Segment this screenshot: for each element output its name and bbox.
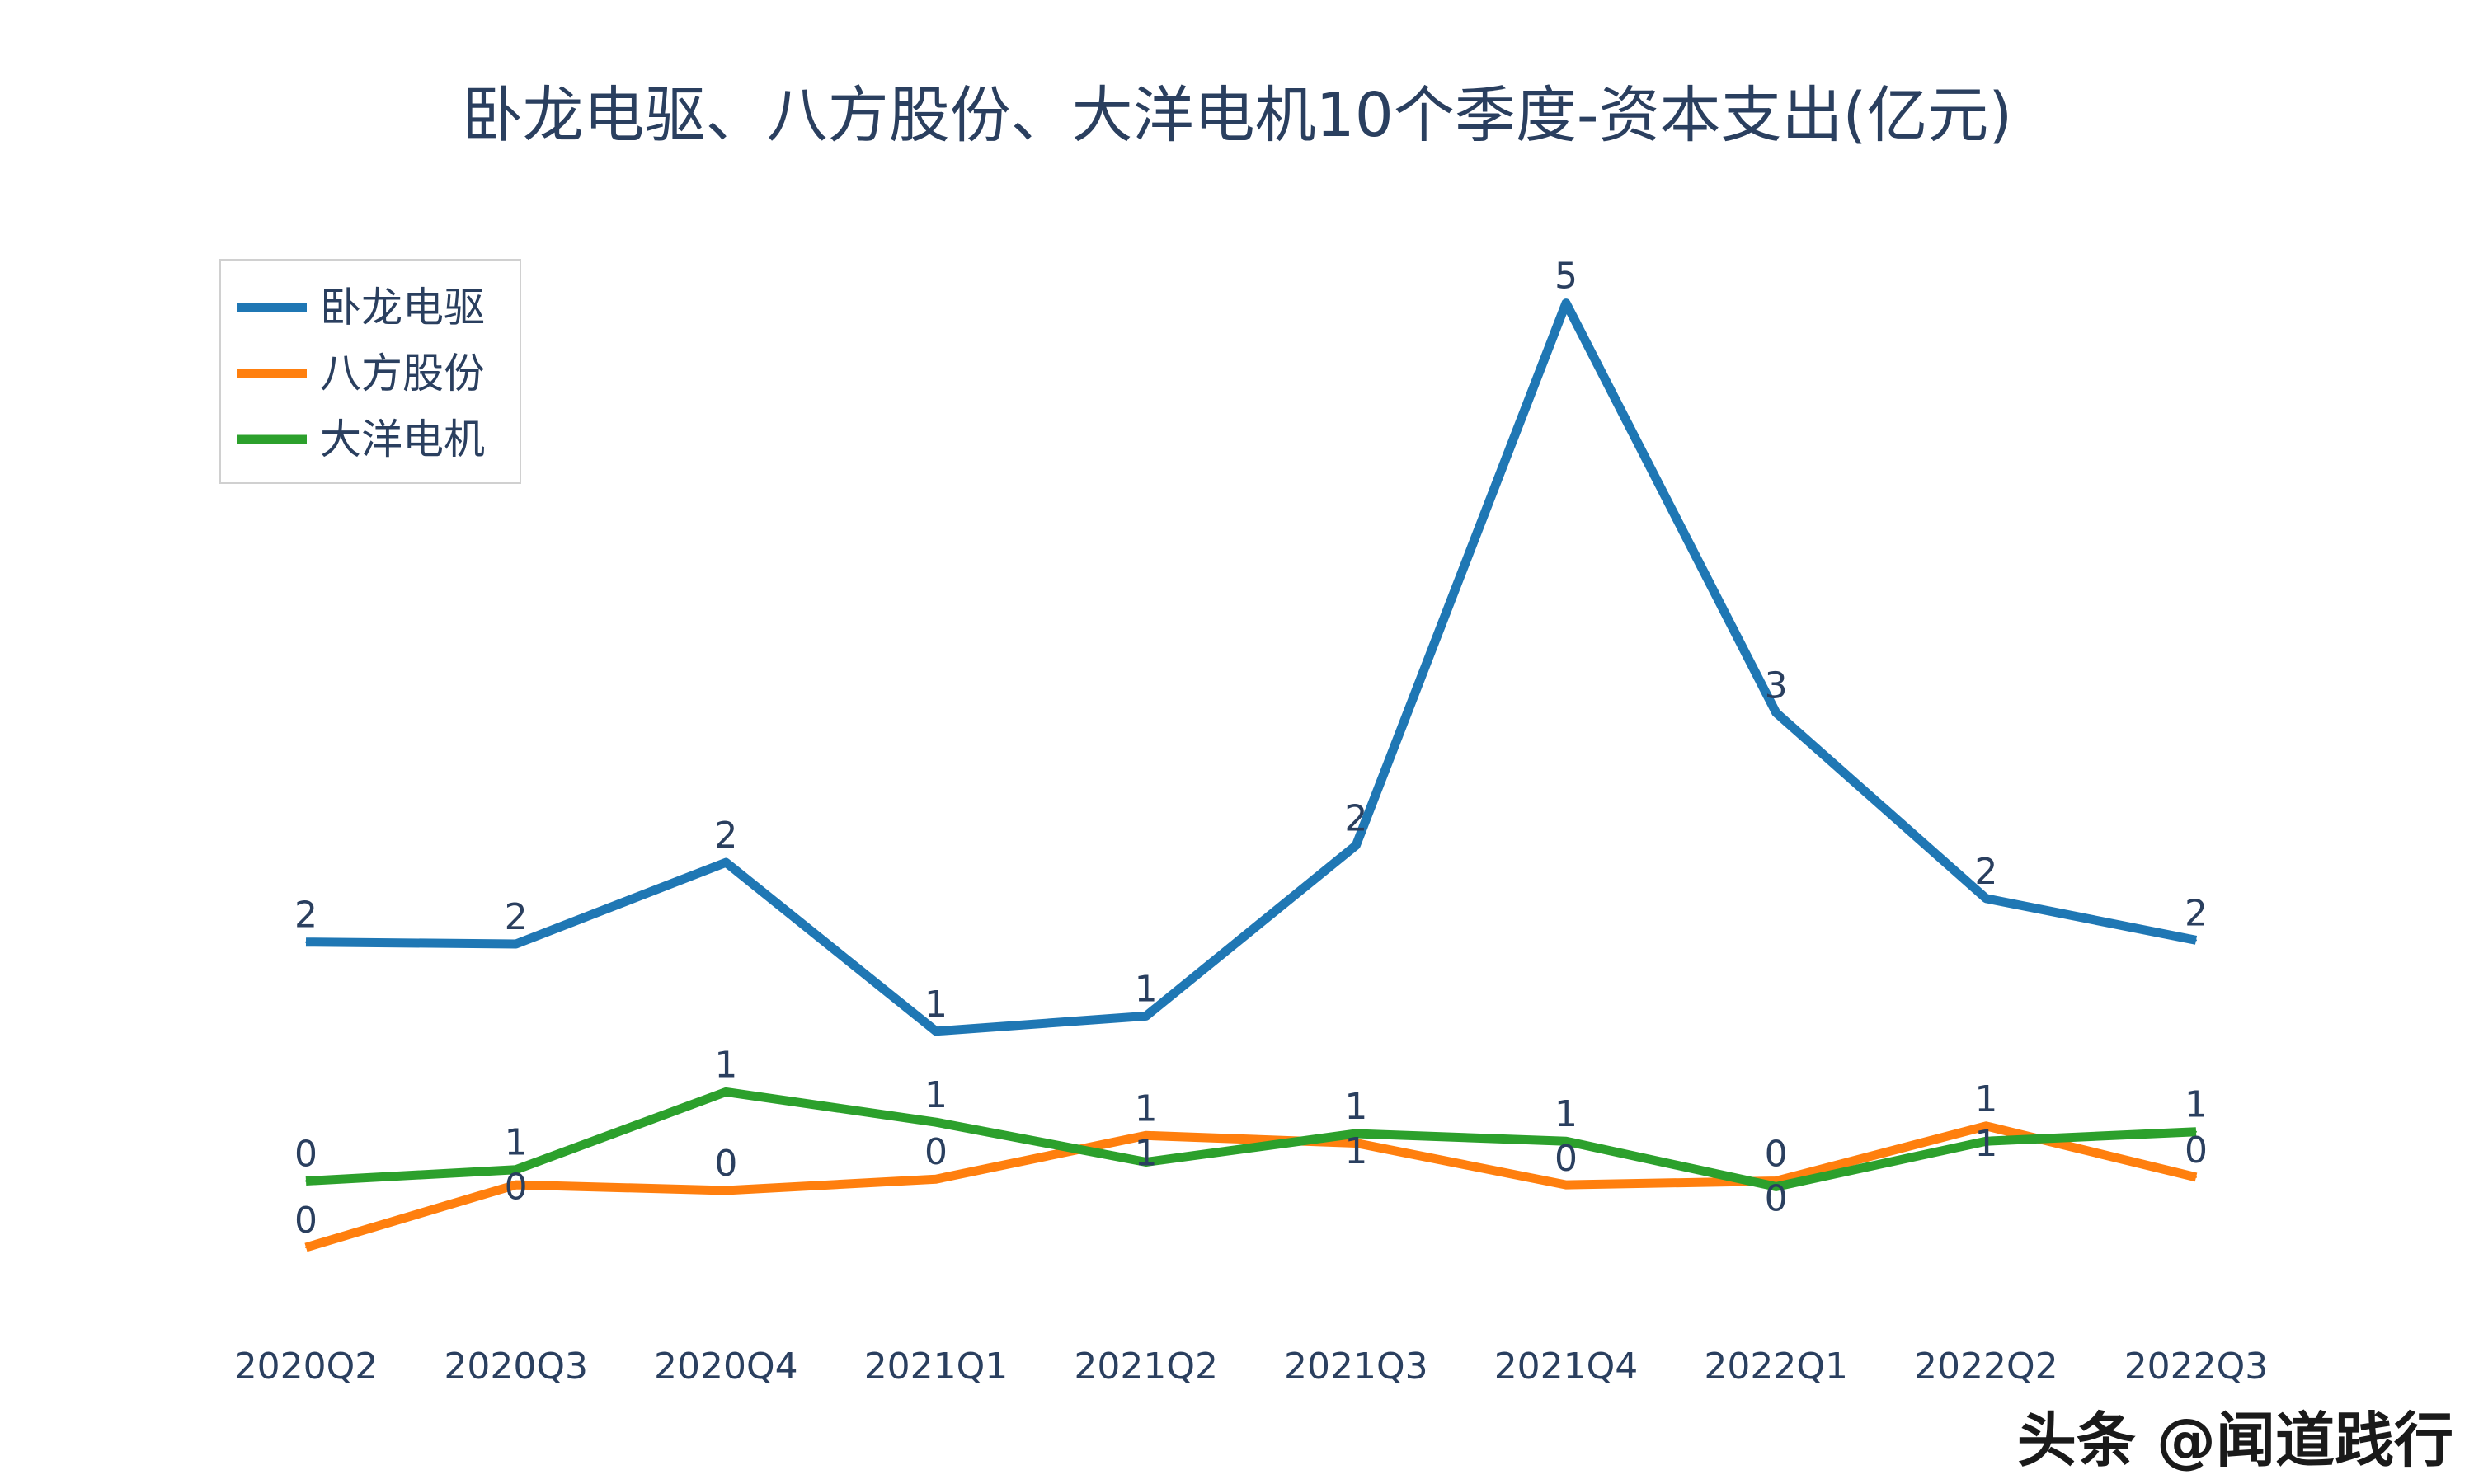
data-point (2195, 1176, 2197, 1178)
x-tick-label: 2021Q3 (1284, 1345, 1428, 1388)
series-line-1 (304, 1121, 2198, 1252)
data-point (1145, 1134, 1147, 1137)
data-label: 1 (924, 984, 948, 1026)
chart-title: 卧龙电驱、八方股份、大洋电机10个季度-资本支出(亿元) (462, 80, 2013, 151)
series-line-2 (305, 1087, 2197, 1191)
data-point (935, 1121, 937, 1124)
data-point (515, 943, 517, 945)
data-label: 2 (294, 895, 317, 937)
x-axis: 2020Q2 2020Q3 2020Q4 2021Q1 2021Q2 2021Q3 2021… (234, 1345, 2269, 1388)
data-label: 1 (1344, 1086, 1367, 1128)
data-label: 1 (1974, 1078, 1997, 1120)
data-label: 1 (1974, 1123, 1997, 1165)
data-point (1145, 1015, 1147, 1017)
plot-area (304, 298, 2198, 1252)
data-point (1985, 897, 1987, 899)
data-point (1565, 1184, 1567, 1186)
data-label: 1 (1135, 968, 1158, 1010)
data-point (725, 1091, 727, 1093)
data-label: 0 (714, 1143, 737, 1185)
data-label: 1 (924, 1074, 948, 1116)
x-tick-label: 2022Q2 (1914, 1345, 2058, 1388)
data-label: 1 (1135, 1132, 1158, 1174)
data-label: 1 (1554, 1093, 1578, 1135)
data-label: 0 (1765, 1178, 1788, 1220)
data-label: 3 (1765, 665, 1788, 707)
data-point (1985, 1140, 1987, 1143)
data-label: 0 (1554, 1138, 1578, 1180)
data-point (1355, 844, 1357, 847)
data-point (305, 1180, 307, 1182)
series-line-0 (305, 298, 2198, 1036)
watermark: 头条 @闻道践行 (2017, 1406, 2453, 1475)
data-point (935, 1030, 937, 1032)
data-label: 2 (2185, 892, 2208, 934)
data-point (1775, 1180, 1777, 1182)
data-label: 0 (505, 1167, 528, 1209)
data-label: 2 (714, 815, 737, 857)
x-tick-label: 2021Q4 (1494, 1345, 1639, 1388)
data-point (935, 1178, 937, 1181)
data-label: 1 (1344, 1130, 1367, 1172)
data-point (1985, 1125, 1987, 1127)
data-point (1775, 711, 1777, 714)
data-point (515, 1168, 517, 1171)
data-label: 0 (2185, 1129, 2208, 1172)
data-label: 2 (505, 896, 528, 938)
data-label: 2 (1344, 797, 1367, 839)
data-point (1775, 1186, 1777, 1188)
data-label: 1 (2185, 1084, 2208, 1126)
data-label: 5 (1554, 256, 1578, 298)
data-point (1355, 1133, 1357, 1134)
data-label: 0 (1765, 1134, 1788, 1176)
data-point (515, 1184, 517, 1186)
data-label: 1 (505, 1122, 528, 1164)
data-label: 1 (1135, 1087, 1158, 1129)
data-point (725, 1190, 727, 1191)
x-tick-label: 2021Q1 (864, 1345, 1009, 1388)
x-tick-label: 2020Q2 (234, 1345, 379, 1388)
data-point (2195, 939, 2197, 942)
legend-item-label[interactable]: 八方股份 (320, 350, 485, 397)
data-point (1565, 302, 1567, 304)
data-label: 1 (714, 1044, 737, 1086)
x-tick-label: 2021Q2 (1074, 1345, 1218, 1388)
data-label: 0 (924, 1131, 948, 1173)
data-point (1145, 1161, 1147, 1163)
legend-item-label[interactable]: 大洋电机 (320, 416, 485, 463)
x-tick-label: 2022Q1 (1704, 1345, 1848, 1388)
data-point (1355, 1142, 1357, 1144)
data-label: 0 (294, 1134, 317, 1176)
legend-item-label[interactable]: 卧龙电驱 (320, 284, 485, 331)
x-tick-label: 2020Q3 (444, 1345, 588, 1388)
data-point (305, 941, 307, 943)
data-label: 2 (1974, 851, 1997, 893)
data-label: 0 (294, 1200, 317, 1242)
x-tick-label: 2020Q4 (654, 1345, 798, 1388)
data-point (2195, 1130, 2197, 1133)
data-point (305, 1247, 307, 1248)
data-point (725, 862, 727, 864)
x-tick-label: 2022Q3 (2124, 1345, 2269, 1388)
data-point (1565, 1140, 1567, 1143)
